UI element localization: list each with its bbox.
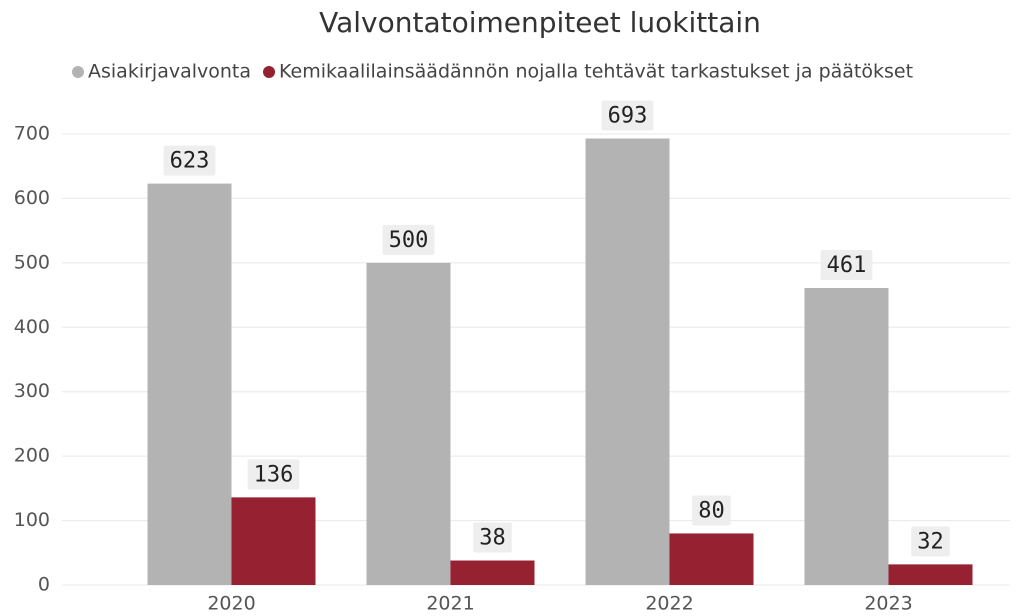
bar — [450, 560, 535, 585]
bar — [669, 533, 754, 585]
y-tick-label: 700 — [14, 123, 50, 145]
data-label-bg — [382, 224, 435, 255]
data-label: 32 — [917, 529, 944, 554]
bar — [147, 183, 232, 586]
data-label-bg — [820, 249, 873, 280]
bar — [366, 262, 451, 585]
data-label-bg — [601, 100, 654, 131]
data-label: 38 — [479, 526, 506, 551]
bar — [231, 497, 316, 585]
data-label-bg — [473, 522, 512, 553]
data-label-bg — [247, 459, 300, 490]
legend-label: Kemikaalilainsäädännön nojalla tehtävät … — [279, 61, 913, 83]
legend-marker — [72, 66, 84, 78]
x-tick-label: 2023 — [864, 593, 912, 615]
bar — [804, 287, 889, 585]
data-label-bg — [692, 495, 731, 526]
data-label-bg — [163, 145, 216, 176]
data-label: 136 — [254, 462, 294, 487]
legend-marker — [263, 66, 276, 78]
chart-title: Valvontatoimenpiteet luokittain — [319, 6, 761, 39]
x-tick-label: 2020 — [207, 593, 255, 615]
data-label: 461 — [827, 253, 867, 278]
y-tick-label: 400 — [14, 316, 50, 338]
bar — [888, 564, 973, 585]
y-tick-label: 200 — [14, 445, 50, 467]
data-label: 623 — [170, 149, 210, 174]
y-tick-label: 300 — [14, 380, 50, 402]
data-label: 80 — [698, 498, 725, 523]
y-tick-label: 600 — [14, 187, 50, 209]
x-tick-label: 2022 — [645, 593, 693, 615]
legend-label: Asiakirjavalvonta — [88, 61, 251, 83]
y-tick-label: 500 — [14, 251, 50, 273]
y-tick-label: 0 — [38, 574, 50, 596]
bar — [585, 138, 670, 585]
data-label-bg — [911, 526, 950, 557]
data-label: 693 — [608, 104, 648, 129]
x-tick-label: 2021 — [426, 593, 474, 615]
y-tick-label: 100 — [14, 509, 50, 531]
data-label: 500 — [389, 228, 429, 253]
